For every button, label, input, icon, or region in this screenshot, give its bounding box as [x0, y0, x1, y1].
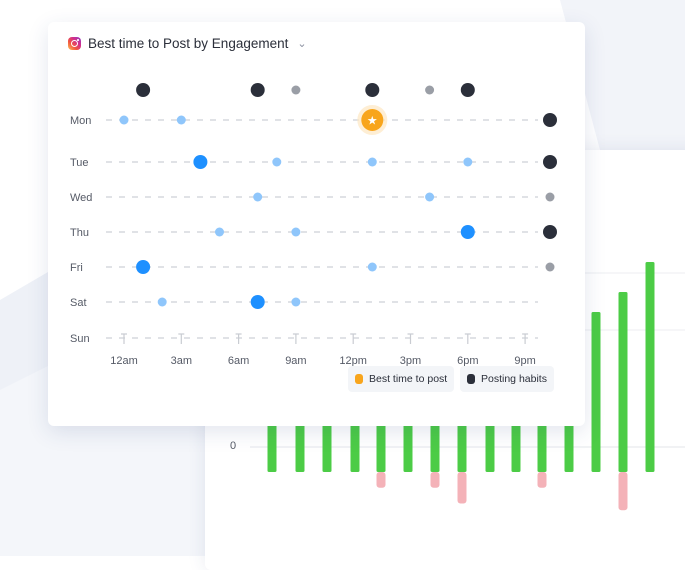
day-label: Thu [70, 227, 89, 239]
day-label: Wed [70, 192, 92, 204]
engagement-dot-strong [460, 225, 475, 239]
posting-habit-hour-dot [365, 83, 380, 97]
day-label: Tue [70, 157, 89, 169]
card-header[interactable]: Best time to Post by Engagement ⌄ [68, 36, 307, 51]
engagement-dot-strong [193, 155, 208, 169]
posting-habit-day-dot [545, 192, 555, 202]
legend-posting-habits-label: Posting habits [481, 373, 547, 385]
bar-positive [591, 312, 601, 472]
posting-habit-hour-dot [460, 83, 475, 97]
bar-negative [457, 472, 467, 504]
engagement-dot-light [291, 227, 301, 237]
posting-habit-day-dot [545, 262, 555, 272]
legend-posting-habits[interactable]: Posting habits [460, 366, 554, 392]
engagement-dot-light [272, 157, 282, 167]
star-icon: ★ [367, 114, 378, 128]
engagement-dot-light [157, 297, 167, 307]
chevron-down-icon[interactable]: ⌄ [297, 38, 307, 50]
posting-habit-day-dot [543, 155, 557, 169]
engagement-dot-strong [250, 295, 265, 309]
posting-habit-hour-dot [425, 85, 435, 95]
engagement-dot-light [253, 192, 263, 202]
day-label: Fri [70, 262, 83, 274]
engagement-dot-light [215, 227, 224, 237]
time-tick-label: 3pm [400, 355, 421, 367]
bar-positive [645, 262, 655, 472]
bar-negative [376, 472, 386, 488]
time-tick-label: 3am [171, 355, 192, 367]
engagement-dot-light [119, 115, 129, 125]
posting-habit-day-dot [543, 225, 557, 239]
bar-negative [537, 472, 547, 488]
legend-best-time[interactable]: Best time to post [348, 366, 455, 392]
engagement-dot-light [176, 115, 186, 125]
engagement-dot-strong [136, 260, 151, 274]
bar-positive [618, 292, 628, 472]
posting-habit-hour-dot [250, 83, 265, 97]
engagement-dot-light [291, 297, 301, 307]
time-tick-label: 9am [285, 355, 306, 367]
best-time-heatmap: Mon Tue Wed Thu Fri Sat Sun 12am 3am 6am 9am 12pm 3p… [70, 83, 557, 367]
posting-habit-day-dot [543, 113, 557, 127]
posting-habits-swatch [467, 374, 475, 384]
time-tick-label: 6pm [457, 355, 478, 367]
engagement-dot-light [425, 192, 435, 202]
time-tick-label: 9pm [514, 355, 535, 367]
day-label: Sun [70, 333, 90, 345]
time-tick-label: 6am [228, 355, 249, 367]
engagement-dot-light [367, 157, 377, 167]
best-time-card: Best time to Post by Engagement ⌄ [48, 22, 585, 426]
bar-chart-zero-label: 0 [230, 440, 237, 452]
time-tick-label: 12pm [339, 355, 367, 367]
legend-best-time-label: Best time to post [369, 373, 448, 385]
card-title: Best time to Post by Engagement [88, 36, 289, 51]
time-tick-label: 12am [110, 355, 138, 367]
posting-habit-hour-dot [291, 85, 301, 95]
posting-habit-hour-dot [136, 83, 151, 97]
bar-negative [430, 472, 440, 488]
instagram-icon [68, 37, 81, 50]
bar-negative [618, 472, 628, 511]
engagement-dot-light [463, 157, 473, 167]
day-label: Mon [70, 115, 91, 127]
day-label: Sat [70, 297, 87, 309]
best-time-swatch [355, 374, 363, 384]
engagement-dot-light [367, 262, 377, 272]
best-time-dot [361, 109, 384, 131]
